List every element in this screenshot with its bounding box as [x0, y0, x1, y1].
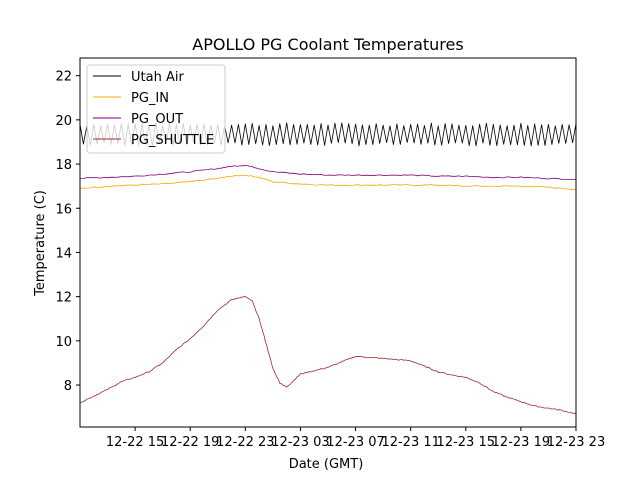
series-line-pg-shuttle: [79, 295, 577, 415]
legend-box: [86, 64, 226, 154]
plot-frame: [79, 57, 577, 428]
x-tick-label: 12-23 23: [547, 435, 605, 450]
x-tick-label: 12-23 07: [326, 435, 384, 450]
chart-title: APOLLO PG Coolant Temperatures: [192, 35, 463, 54]
y-tick-label: 14: [55, 246, 72, 261]
legend-label-pg-shuttle: PG_SHUTTLE: [131, 133, 214, 148]
legend-label-pg-in: PG_IN: [131, 91, 169, 106]
y-tick-label: 10: [55, 335, 72, 350]
x-tick-label: 12-22 15: [106, 435, 164, 450]
x-axis-label: Date (GMT): [289, 457, 364, 472]
y-tick-label: 12: [55, 291, 72, 306]
y-axis: 8 10 12 14 16 18 20 22: [55, 70, 80, 394]
legend-label-pg-out: PG_OUT: [131, 112, 183, 127]
legend-label-utah-air: Utah Air: [131, 70, 184, 85]
y-tick-label: 18: [55, 158, 72, 173]
series-line-pg-out: [79, 164, 577, 181]
y-tick-label: 22: [55, 70, 72, 85]
legend: Utah Air PG_IN PG_OUT PG_SHUTTLE: [86, 64, 226, 154]
y-tick-label: 8: [64, 379, 72, 394]
x-tick-label: 12-22 23: [216, 435, 274, 450]
y-tick-label: 16: [55, 202, 72, 217]
x-tick-label: 12-23 11: [381, 435, 439, 450]
x-tick-label: 12-22 19: [161, 435, 219, 450]
x-tick-label: 12-23 03: [271, 435, 329, 450]
series-line-pg-in: [79, 174, 577, 191]
y-axis-label: Temperature (C): [33, 190, 48, 297]
x-tick-label: 12-23 15: [437, 435, 495, 450]
y-tick-label: 20: [55, 114, 72, 129]
x-tick-label: 12-23 19: [492, 435, 550, 450]
